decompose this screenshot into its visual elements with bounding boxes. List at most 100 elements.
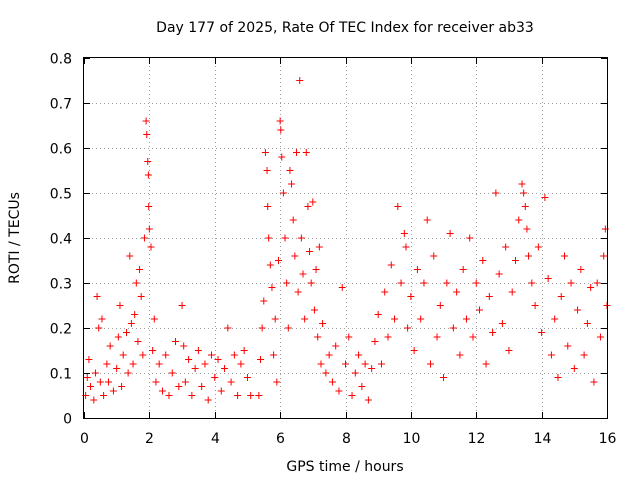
data-point bbox=[127, 320, 135, 327]
data-point bbox=[342, 360, 349, 368]
data-point bbox=[377, 360, 385, 368]
data-point bbox=[261, 149, 269, 156]
data-point bbox=[266, 261, 274, 269]
data-point bbox=[485, 293, 493, 300]
data-point bbox=[482, 360, 490, 368]
data-point bbox=[596, 333, 604, 341]
data-point bbox=[364, 396, 372, 404]
data-point bbox=[505, 347, 513, 354]
data-point bbox=[410, 347, 418, 354]
data-point bbox=[191, 365, 199, 372]
x-axis-label: GPS time / hours bbox=[286, 459, 403, 475]
data-point bbox=[436, 302, 444, 309]
x-tick-label: 2 bbox=[145, 431, 154, 447]
data-point bbox=[90, 396, 98, 404]
data-point bbox=[492, 189, 500, 197]
data-point bbox=[423, 216, 431, 224]
data-point bbox=[355, 351, 363, 359]
data-point bbox=[265, 234, 273, 242]
data-point bbox=[291, 252, 299, 260]
y-tick-label: 0.5 bbox=[50, 187, 72, 203]
data-point bbox=[430, 252, 438, 260]
data-point bbox=[384, 333, 392, 341]
data-point bbox=[277, 126, 285, 134]
data-point bbox=[312, 266, 320, 273]
y-tick-label: 0.6 bbox=[50, 142, 72, 158]
data-point bbox=[147, 243, 155, 251]
data-point bbox=[577, 266, 585, 273]
data-point bbox=[489, 329, 497, 336]
data-point bbox=[310, 306, 318, 314]
data-point bbox=[426, 360, 434, 368]
data-point bbox=[263, 167, 271, 174]
data-point bbox=[338, 284, 346, 291]
data-point bbox=[453, 288, 461, 296]
data-point bbox=[534, 243, 542, 251]
data-point bbox=[98, 315, 106, 323]
data-point bbox=[314, 333, 322, 341]
data-point bbox=[574, 306, 582, 314]
data-point bbox=[145, 225, 153, 233]
data-point bbox=[561, 252, 569, 260]
data-point bbox=[281, 234, 289, 242]
data-point bbox=[283, 279, 291, 287]
data-point bbox=[345, 333, 353, 341]
data-point bbox=[185, 356, 193, 363]
data-point bbox=[93, 293, 101, 300]
data-point bbox=[145, 203, 153, 210]
x-tick-label: 4 bbox=[211, 431, 220, 447]
data-point bbox=[296, 77, 304, 84]
data-point bbox=[188, 392, 196, 399]
data-point bbox=[274, 257, 282, 264]
data-point bbox=[150, 315, 158, 323]
y-tick-label: 0.1 bbox=[50, 367, 72, 383]
data-point bbox=[469, 333, 477, 341]
data-point bbox=[590, 378, 598, 386]
data-point bbox=[143, 131, 151, 138]
data-point bbox=[217, 387, 225, 395]
data-point bbox=[294, 288, 302, 296]
data-point bbox=[221, 365, 229, 372]
data-point bbox=[332, 342, 340, 350]
data-point bbox=[420, 279, 428, 287]
data-point bbox=[168, 369, 176, 377]
data-point bbox=[162, 351, 170, 359]
data-point bbox=[129, 360, 137, 368]
data-point bbox=[547, 351, 555, 359]
data-point bbox=[544, 275, 552, 282]
data-point bbox=[302, 149, 310, 156]
data-point bbox=[144, 171, 152, 179]
axis-ticks: 0 2 4 6 8 10 12 14 16 0 0.1 0.2 0.3 0.4 0.5 0.6 0.7 0.8 bbox=[50, 52, 617, 448]
data-point bbox=[278, 153, 286, 161]
data-point bbox=[315, 243, 323, 251]
data-point bbox=[495, 270, 503, 278]
data-point bbox=[257, 356, 265, 363]
data-point bbox=[105, 378, 113, 386]
data-point bbox=[194, 347, 202, 354]
data-point bbox=[304, 203, 312, 210]
data-point bbox=[289, 216, 297, 224]
data-point bbox=[443, 279, 451, 287]
data-point bbox=[144, 158, 152, 165]
data-point bbox=[361, 360, 369, 368]
data-point bbox=[83, 374, 91, 381]
data-point bbox=[178, 302, 186, 309]
data-point bbox=[264, 203, 272, 210]
data-point bbox=[374, 311, 382, 318]
data-point bbox=[175, 383, 183, 390]
data-point bbox=[181, 378, 189, 386]
data-point bbox=[306, 248, 314, 255]
data-point bbox=[240, 347, 248, 354]
data-point bbox=[351, 369, 359, 377]
y-axis-label: ROTI / TECUs bbox=[7, 192, 23, 284]
data-point bbox=[227, 378, 235, 386]
data-point bbox=[116, 302, 124, 309]
data-point bbox=[103, 360, 111, 368]
data-point bbox=[137, 293, 145, 300]
data-point bbox=[260, 297, 268, 305]
data-point bbox=[600, 252, 608, 260]
data-point bbox=[348, 392, 356, 399]
x-tick-label: 16 bbox=[599, 431, 617, 447]
data-point bbox=[371, 338, 379, 345]
data-point bbox=[142, 117, 150, 125]
